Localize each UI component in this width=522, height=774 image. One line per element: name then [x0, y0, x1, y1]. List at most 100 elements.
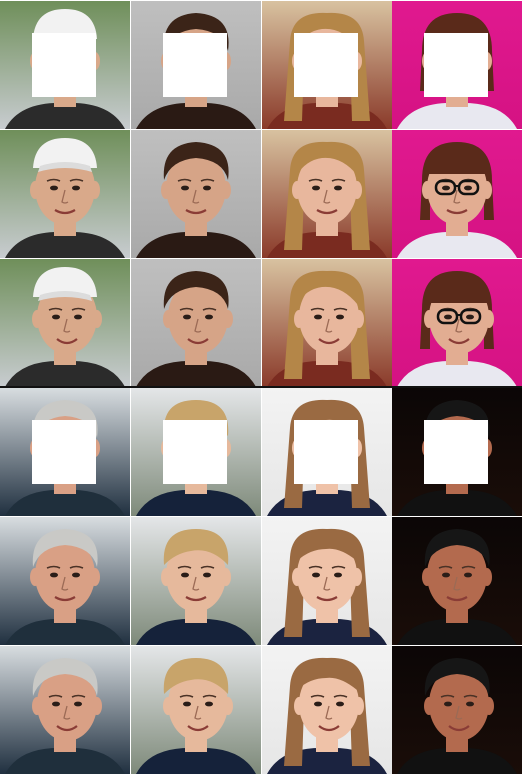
shoulders — [136, 747, 256, 774]
mouth — [54, 596, 76, 602]
shoulders — [397, 231, 517, 258]
eye — [50, 572, 58, 578]
face-photo — [392, 517, 522, 645]
face-photo — [0, 646, 130, 774]
face — [35, 151, 95, 225]
eye — [442, 572, 450, 578]
masked-input-photo — [262, 388, 392, 516]
face-photo — [392, 130, 522, 258]
hair — [32, 400, 98, 438]
mouth — [316, 596, 338, 602]
occlusion-mask — [424, 33, 488, 97]
glasses — [434, 179, 457, 196]
eye — [314, 314, 322, 320]
face — [168, 667, 228, 741]
mouth — [185, 209, 207, 215]
eye — [314, 701, 322, 707]
inpainted-result-photo — [392, 130, 522, 258]
nose — [323, 189, 331, 204]
inpainted-result-photo — [0, 259, 130, 387]
mouth — [448, 338, 470, 345]
eye — [336, 701, 344, 707]
mouth — [318, 338, 340, 345]
nose — [455, 705, 463, 720]
eye — [334, 572, 342, 578]
face-photo — [262, 130, 392, 258]
inpainted-result-photo — [262, 517, 392, 645]
shoulders — [136, 489, 256, 516]
face — [37, 667, 97, 741]
face — [297, 538, 357, 612]
nose — [192, 189, 200, 204]
inpainted-result-photo — [0, 517, 130, 645]
inpainted-result-photo — [392, 517, 522, 645]
inpainted-result-photo — [392, 259, 522, 387]
face-photo — [392, 259, 522, 387]
inpainted-result-photo — [392, 646, 522, 774]
face — [299, 667, 359, 741]
eye — [74, 701, 82, 707]
eye — [336, 314, 344, 320]
hair — [163, 142, 229, 180]
mouth — [187, 725, 209, 732]
eye — [50, 185, 58, 191]
inpainted-result-photo — [262, 130, 392, 258]
hair — [32, 658, 98, 696]
nose — [323, 576, 331, 591]
hair — [424, 400, 490, 438]
masked-input-photo — [0, 388, 130, 516]
face — [427, 538, 487, 612]
eye — [183, 314, 191, 320]
eye — [203, 185, 211, 191]
eye — [466, 314, 474, 320]
nose — [455, 318, 463, 333]
mouth — [446, 209, 468, 215]
mouth — [56, 725, 78, 732]
masked-input-photo — [131, 388, 261, 516]
eye — [464, 572, 472, 578]
cap — [33, 267, 97, 297]
face — [297, 151, 357, 225]
eye — [466, 701, 474, 707]
eye — [444, 314, 452, 320]
shoulders — [136, 231, 256, 258]
eye — [52, 314, 60, 320]
shoulders — [136, 618, 256, 645]
glasses — [436, 308, 459, 325]
shoulders — [5, 102, 125, 129]
mouth — [318, 725, 340, 732]
mouth — [316, 209, 338, 215]
inpainted-result-photo — [131, 517, 261, 645]
shoulders — [136, 102, 256, 129]
mouth — [56, 338, 78, 345]
eye — [334, 185, 342, 191]
nose — [453, 189, 461, 204]
inpainted-result-photo — [131, 259, 261, 387]
masked-input-photo — [262, 1, 392, 129]
occlusion-mask — [424, 420, 488, 484]
panel-divider — [0, 386, 522, 388]
masked-input-photo — [0, 1, 130, 129]
hair — [163, 13, 229, 51]
hair — [163, 529, 229, 565]
shoulders — [5, 489, 125, 516]
mouth — [185, 596, 207, 602]
eye — [183, 701, 191, 707]
face-photo — [0, 130, 130, 258]
face — [168, 280, 228, 354]
mouth — [446, 596, 468, 602]
masked-input-photo — [392, 388, 522, 516]
nose — [194, 705, 202, 720]
occlusion-mask — [163, 420, 227, 484]
face-photo — [392, 646, 522, 774]
shoulders — [136, 360, 256, 387]
hair — [163, 400, 229, 436]
face-photo — [0, 259, 130, 387]
face-photo — [0, 517, 130, 645]
eye — [74, 314, 82, 320]
eye — [72, 185, 80, 191]
face-photo — [131, 517, 261, 645]
mouth — [187, 338, 209, 345]
occlusion-mask — [294, 420, 358, 484]
